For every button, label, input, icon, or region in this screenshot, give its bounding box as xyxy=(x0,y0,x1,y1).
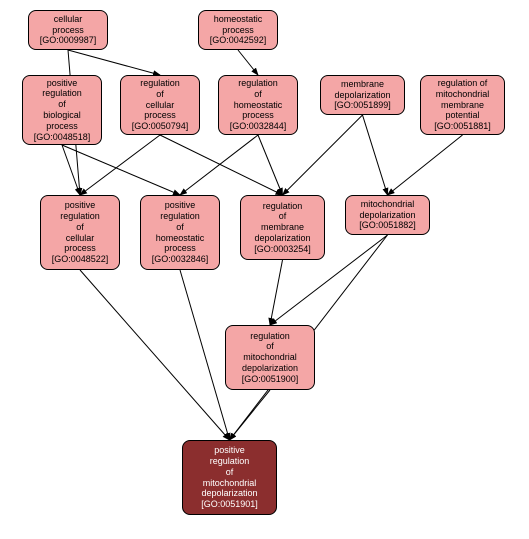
node-label-line: membrane xyxy=(441,100,484,111)
node-label-line: [GO:0051882] xyxy=(359,220,416,231)
edge xyxy=(160,135,283,195)
node-label-line: of xyxy=(156,89,164,100)
node-cellular_process: cellularprocess[GO:0009987] xyxy=(28,10,108,50)
node-label-line: cellular xyxy=(146,100,175,111)
node-label-line: cellular xyxy=(66,233,95,244)
node-label-line: mitochondrial xyxy=(203,478,257,489)
node-homeostatic_process: homeostaticprocess[GO:0042592] xyxy=(198,10,278,50)
node-pos_reg_cellular: positiveregulationofcellularprocess[GO:0… xyxy=(40,195,120,270)
node-label-line: positive xyxy=(165,200,196,211)
node-label-line: depolarization xyxy=(334,90,390,101)
node-label-line: of xyxy=(226,467,234,478)
node-label-line: mitochondrial xyxy=(361,199,415,210)
node-label-line: depolarization xyxy=(242,363,298,374)
node-label-line: of xyxy=(76,222,84,233)
node-label-line: of xyxy=(58,99,66,110)
node-label-line: regulation xyxy=(60,211,100,222)
node-label-line: depolarization xyxy=(359,210,415,221)
node-label-line: regulation xyxy=(160,211,200,222)
node-label-line: positive xyxy=(47,78,78,89)
node-label-line: regulation xyxy=(263,201,303,212)
node-pos_reg_homeo: positiveregulationofhomeostaticprocess[G… xyxy=(140,195,220,270)
node-label-line: [GO:0003254] xyxy=(254,244,311,255)
node-label-line: process xyxy=(242,110,274,121)
node-label-line: process xyxy=(164,243,196,254)
edge xyxy=(270,260,283,325)
node-label-line: regulation xyxy=(238,78,278,89)
node-label-line: homeostatic xyxy=(214,14,263,25)
node-label-line: homeostatic xyxy=(156,233,205,244)
node-label-line: of xyxy=(176,222,184,233)
node-label-line: depolarization xyxy=(254,233,310,244)
node-label-line: [GO:0051900] xyxy=(242,374,299,385)
edge xyxy=(80,270,230,440)
node-label-line: [GO:0051881] xyxy=(434,121,491,132)
node-label-line: [GO:0009987] xyxy=(40,35,97,46)
edge xyxy=(388,135,463,195)
node-label-line: [GO:0032844] xyxy=(230,121,287,132)
node-reg_membrane_depol: regulationofmembranedepolarization[GO:00… xyxy=(240,195,325,260)
node-label-line: [GO:0032846] xyxy=(152,254,209,265)
node-label-line: process xyxy=(144,110,176,121)
node-label-line: process xyxy=(64,243,96,254)
node-label-line: biological xyxy=(43,110,81,121)
node-label-line: positive xyxy=(65,200,96,211)
node-pos_reg_mito_depol: positiveregulationofmitochondrialdepolar… xyxy=(182,440,277,515)
node-reg_mito_depol: regulationofmitochondrialdepolarization[… xyxy=(225,325,315,390)
node-label-line: positive xyxy=(214,445,245,456)
edge xyxy=(62,145,180,195)
node-pos_reg_bio: positiveregulationofbiologicalprocess[GO… xyxy=(22,75,102,145)
node-label-line: potential xyxy=(445,110,479,121)
edge xyxy=(62,145,80,195)
node-label-line: process xyxy=(52,25,84,36)
node-label-line: [GO:0050794] xyxy=(132,121,189,132)
edge xyxy=(363,115,388,195)
node-membrane_depol: membranedepolarization[GO:0051899] xyxy=(320,75,405,115)
node-label-line: regulation xyxy=(250,331,290,342)
node-label-line: regulation xyxy=(140,78,180,89)
node-label-line: depolarization xyxy=(201,488,257,499)
node-label-line: regulation xyxy=(42,88,82,99)
node-label-line: regulation xyxy=(210,456,250,467)
node-label-line: of xyxy=(279,211,287,222)
node-label-line: mitochondrial xyxy=(436,89,490,100)
node-label-line: [GO:0048522] xyxy=(52,254,109,265)
node-reg_cellular: regulationofcellularprocess[GO:0050794] xyxy=(120,75,200,135)
node-reg_homeostatic: regulationofhomeostaticprocess[GO:003284… xyxy=(218,75,298,135)
edge xyxy=(230,390,271,440)
edge xyxy=(180,135,258,195)
node-label-line: [GO:0048518] xyxy=(34,132,91,143)
node-label-line: membrane xyxy=(261,222,304,233)
node-mito_depol: mitochondrialdepolarization[GO:0051882] xyxy=(345,195,430,235)
node-label-line: of xyxy=(254,89,262,100)
node-label-line: process xyxy=(222,25,254,36)
edge xyxy=(258,135,283,195)
edge xyxy=(68,50,160,75)
node-label-line: [GO:0051901] xyxy=(201,499,258,510)
node-label-line: cellular xyxy=(54,14,83,25)
node-label-line: process xyxy=(46,121,78,132)
node-label-line: [GO:0042592] xyxy=(210,35,267,46)
node-label-line: homeostatic xyxy=(234,100,283,111)
node-reg_mito_potential: regulation ofmitochondrialmembranepotent… xyxy=(420,75,505,135)
node-label-line: membrane xyxy=(341,79,384,90)
node-label-line: mitochondrial xyxy=(243,352,297,363)
node-label-line: [GO:0051899] xyxy=(334,100,391,111)
edge xyxy=(238,50,258,75)
edge xyxy=(180,270,230,440)
node-label-line: of xyxy=(266,341,274,352)
node-label-line: regulation of xyxy=(438,78,488,89)
